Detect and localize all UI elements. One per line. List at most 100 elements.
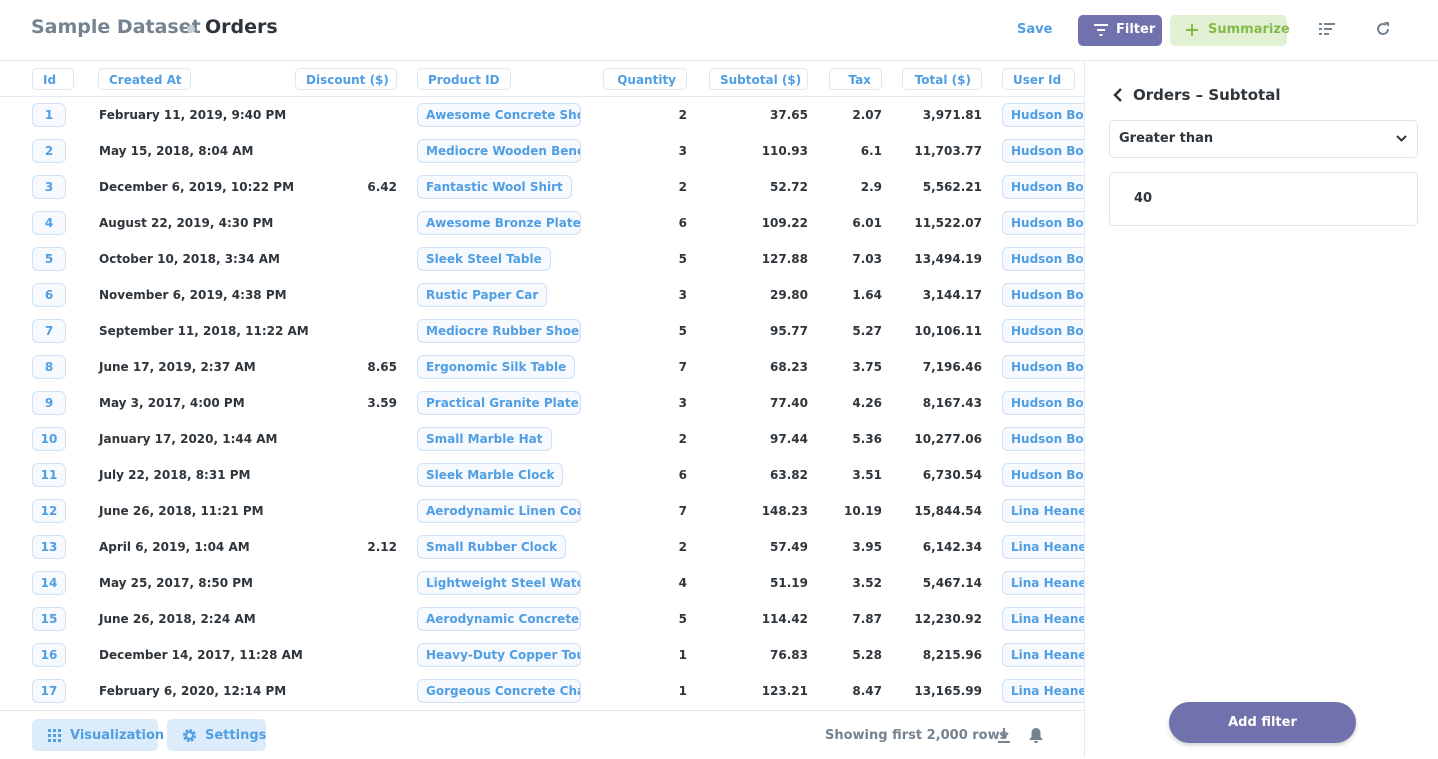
alert-icon[interactable] — [1029, 728, 1043, 743]
product-link[interactable]: Heavy-Duty Copper Tou... — [417, 643, 581, 667]
cell: 11,522.07 — [914, 216, 982, 230]
column-header[interactable]: Total ($) — [902, 68, 982, 90]
user-link[interactable]: Lina Heaney — [1002, 571, 1084, 595]
cell: 7.03 — [852, 252, 882, 266]
row-id[interactable]: 10 — [32, 427, 66, 451]
separator-dot — [187, 25, 195, 33]
user-link[interactable]: Hudson Borer — [1002, 247, 1084, 271]
cell: 11,703.77 — [914, 144, 982, 158]
row-id[interactable]: 9 — [32, 391, 66, 415]
row-id[interactable]: 16 — [32, 643, 66, 667]
cell: 7,196.46 — [922, 360, 982, 374]
save-button[interactable]: Save — [1017, 22, 1053, 37]
value-text: 40 — [1134, 191, 1153, 206]
user-link[interactable]: Hudson Borer — [1002, 139, 1084, 163]
user-link[interactable]: Hudson Borer — [1002, 211, 1084, 235]
grid-icon — [48, 729, 61, 742]
column-header[interactable]: Discount ($) — [295, 68, 397, 90]
product-link[interactable]: Mediocre Wooden Bench — [417, 139, 581, 163]
product-link[interactable]: Small Marble Hat — [417, 427, 552, 451]
cell: 8,215.96 — [922, 648, 982, 662]
column-header[interactable]: Product ID — [417, 68, 511, 90]
visualization-button[interactable]: Visualization — [32, 719, 164, 751]
column-header[interactable]: Quantity — [603, 68, 687, 90]
row-id[interactable]: 1 — [32, 103, 66, 127]
cell: 7 — [678, 360, 687, 374]
operator-select[interactable]: Greater than — [1109, 120, 1418, 158]
product-link[interactable]: Aerodynamic Linen Coat — [417, 499, 581, 523]
filter-button[interactable]: Filter — [1078, 15, 1162, 46]
column-header[interactable]: Tax — [829, 68, 882, 90]
breadcrumb[interactable]: Sample Dataset — [31, 16, 201, 38]
row-id[interactable]: 4 — [32, 211, 66, 235]
value-input[interactable]: 40 — [1109, 172, 1418, 226]
cell: May 15, 2018, 8:04 AM — [99, 144, 254, 158]
user-link[interactable]: Hudson Borer — [1002, 103, 1084, 127]
cell: 5 — [678, 324, 687, 338]
column-header[interactable]: Subtotal ($) — [709, 68, 808, 90]
product-link[interactable]: Fantastic Wool Shirt — [417, 175, 572, 199]
refresh-icon[interactable] — [1376, 22, 1390, 36]
user-link[interactable]: Lina Heaney — [1002, 535, 1084, 559]
product-link[interactable]: Gorgeous Concrete Chair — [417, 679, 581, 703]
settings-button[interactable]: Settings — [167, 719, 266, 751]
row-id[interactable]: 13 — [32, 535, 66, 559]
user-link[interactable]: Hudson Borer — [1002, 463, 1084, 487]
column-header[interactable]: User Id — [1002, 68, 1075, 90]
user-link[interactable]: Hudson Borer — [1002, 355, 1084, 379]
user-link[interactable]: Lina Heaney — [1002, 643, 1084, 667]
cell: 5,562.21 — [922, 180, 982, 194]
user-link[interactable]: Hudson Borer — [1002, 391, 1084, 415]
download-icon[interactable] — [998, 728, 1010, 743]
user-link[interactable]: Hudson Borer — [1002, 319, 1084, 343]
product-link[interactable]: Awesome Concrete Shoes — [417, 103, 581, 127]
user-link[interactable]: Lina Heaney — [1002, 607, 1084, 631]
cell: 6,142.34 — [922, 540, 982, 554]
product-link[interactable]: Ergonomic Silk Table — [417, 355, 576, 379]
cell: 2.12 — [367, 540, 397, 554]
product-link[interactable]: Aerodynamic Concrete ... — [417, 607, 581, 631]
user-link[interactable]: Lina Heaney — [1002, 679, 1084, 703]
column-header[interactable]: Created At — [98, 68, 191, 90]
row-id[interactable]: 2 — [32, 139, 66, 163]
product-link[interactable]: Rustic Paper Car — [417, 283, 548, 307]
row-id[interactable]: 15 — [32, 607, 66, 631]
cell: 6.01 — [852, 216, 882, 230]
row-id[interactable]: 5 — [32, 247, 66, 271]
header-row — [0, 96, 1084, 97]
cell: 97.44 — [770, 432, 808, 446]
summarize-button[interactable]: Summarize — [1170, 15, 1290, 46]
user-link[interactable]: Hudson Borer — [1002, 283, 1084, 307]
back-icon[interactable] — [1113, 88, 1123, 102]
cell: 4 — [678, 576, 687, 590]
cell: 3.75 — [852, 360, 882, 374]
cell: 3 — [678, 288, 687, 302]
product-link[interactable]: Sleek Steel Table — [417, 247, 551, 271]
row-id[interactable]: 3 — [32, 175, 66, 199]
row-id[interactable]: 12 — [32, 499, 66, 523]
row-id[interactable]: 14 — [32, 571, 66, 595]
user-link[interactable]: Hudson Borer — [1002, 427, 1084, 451]
user-link[interactable]: Hudson Borer — [1002, 175, 1084, 199]
user-link[interactable]: Lina Heaney — [1002, 499, 1084, 523]
sidebar-title: Orders – Subtotal — [1133, 86, 1281, 104]
add-filter-button[interactable]: Add filter — [1169, 702, 1356, 743]
filter-sidebar: Orders – Subtotal Greater than 40 Add fi… — [1084, 61, 1438, 758]
row-id[interactable]: 8 — [32, 355, 66, 379]
header: Sample Dataset Orders Save Filter Summar… — [0, 0, 1438, 61]
product-link[interactable]: Sleek Marble Clock — [417, 463, 564, 487]
row-id[interactable]: 6 — [32, 283, 66, 307]
product-link[interactable]: Mediocre Rubber Shoes — [417, 319, 581, 343]
cell: 5.28 — [852, 648, 882, 662]
cell: 1 — [678, 684, 687, 698]
product-link[interactable]: Small Rubber Clock — [417, 535, 567, 559]
product-link[interactable]: Practical Granite Plate — [417, 391, 581, 415]
notebook-icon[interactable] — [1319, 23, 1335, 37]
row-id[interactable]: 7 — [32, 319, 66, 343]
row-id[interactable]: 17 — [32, 679, 66, 703]
product-link[interactable]: Awesome Bronze Plate — [417, 211, 581, 235]
column-header[interactable]: Id — [32, 68, 74, 90]
cell: 77.40 — [770, 396, 808, 410]
product-link[interactable]: Lightweight Steel Watch — [417, 571, 581, 595]
row-id[interactable]: 11 — [32, 463, 66, 487]
